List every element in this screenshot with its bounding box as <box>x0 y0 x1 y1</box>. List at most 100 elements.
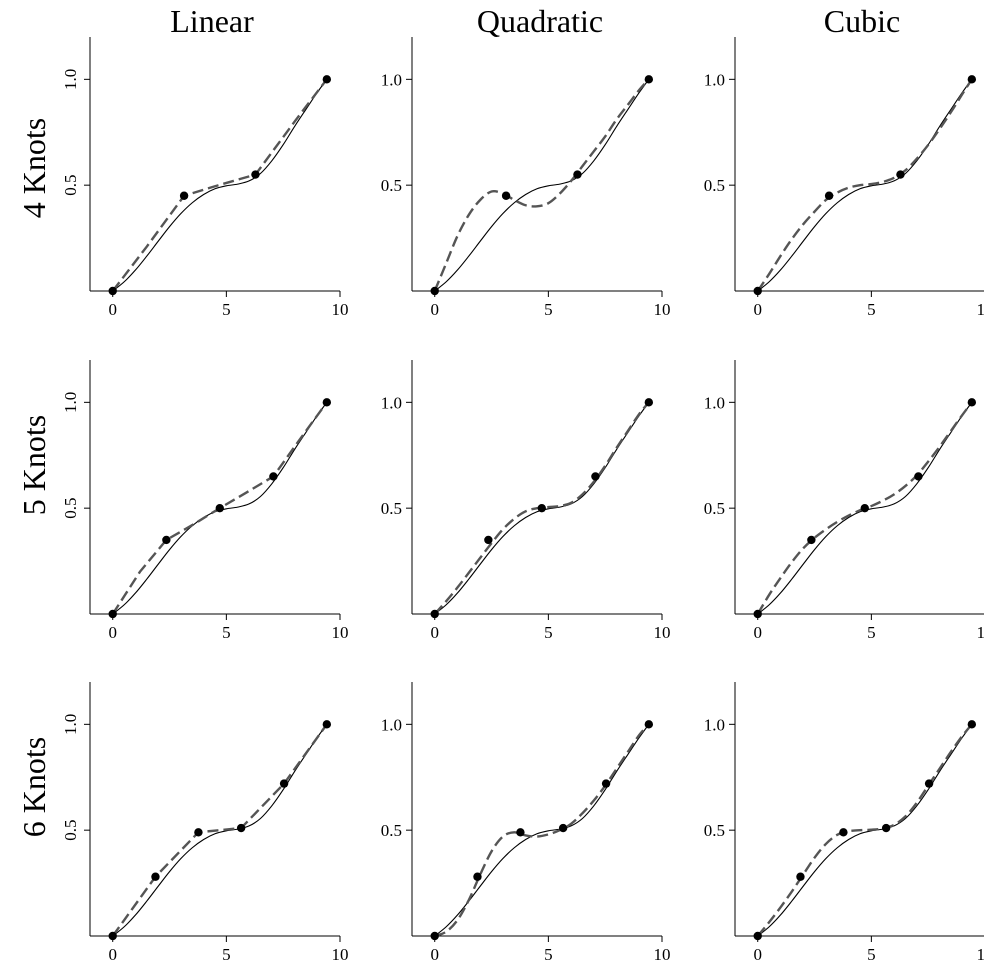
y-tick-label: 0.5 <box>61 820 80 841</box>
knot-point <box>179 191 189 200</box>
y-tick-label: 0.5 <box>61 498 80 519</box>
chart-panels: 0 5 10 0.5 1.0 0 5 10 0.5 1.0 0 5 10 0.5 1.0 0 5 10 0.5 1.0… <box>61 37 984 963</box>
column-title-cubic: Cubic <box>824 3 900 39</box>
spline-fit-line <box>111 78 328 292</box>
panel-5-knots-cubic: 0 5 10 0.5 1.0 <box>704 360 984 642</box>
knot-point <box>279 779 289 788</box>
true-function-line <box>112 79 328 292</box>
knot-point <box>322 720 332 729</box>
x-tick-label: 0 <box>108 945 117 963</box>
spline-fit-line <box>433 401 650 615</box>
x-tick-label: 0 <box>108 300 117 319</box>
x-tick-label: 0 <box>430 300 439 319</box>
knot-point <box>501 191 511 200</box>
y-tick-label: 1.0 <box>704 393 725 412</box>
x-tick-label: 10 <box>332 623 349 642</box>
knot-point <box>967 398 977 407</box>
knot-point <box>881 823 891 833</box>
true-function-line <box>757 79 973 292</box>
knot-point <box>558 823 568 833</box>
knot-point <box>807 535 816 545</box>
knot-point <box>644 75 654 84</box>
true-function-line <box>434 724 650 937</box>
knot-point <box>601 779 611 788</box>
y-tick-label: 0.5 <box>381 176 402 195</box>
knot-point <box>430 931 439 941</box>
row-title-6-knots: 6 Knots <box>16 737 52 837</box>
column-title-linear: Linear <box>170 3 254 39</box>
knot-point <box>753 286 762 296</box>
x-tick-label: 10 <box>977 945 984 963</box>
knot-point <box>824 191 834 200</box>
y-tick-label: 0.5 <box>704 821 725 840</box>
knot-point <box>753 931 762 941</box>
x-tick-label: 10 <box>654 945 671 963</box>
knot-point <box>644 720 654 729</box>
knot-point <box>967 75 977 84</box>
x-tick-label: 5 <box>867 300 876 319</box>
y-tick-label: 0.5 <box>704 176 725 195</box>
panel-5-knots-linear: 0 5 10 0.5 1.0 <box>61 360 349 642</box>
y-tick-label: 1.0 <box>61 69 80 90</box>
row-title-4-knots: 4 Knots <box>16 118 52 218</box>
panel-4-knots-quadratic: 0 5 10 0.5 1.0 <box>381 37 671 319</box>
panel-6-knots-quadratic: 0 5 10 0.5 1.0 <box>381 682 671 963</box>
knot-point <box>108 286 117 296</box>
knot-point <box>322 398 332 407</box>
x-tick-label: 10 <box>654 623 671 642</box>
x-tick-label: 5 <box>544 300 553 319</box>
x-tick-label: 0 <box>753 945 762 963</box>
y-tick-label: 0.5 <box>61 175 80 196</box>
knot-point <box>753 609 762 619</box>
spline-fit-line <box>756 723 973 937</box>
panel-4-knots-linear: 0 5 10 0.5 1.0 <box>61 37 349 319</box>
y-tick-label: 1.0 <box>381 393 402 412</box>
knot-point <box>473 872 482 881</box>
x-tick-label: 0 <box>108 623 117 642</box>
knot-point <box>644 398 654 407</box>
spline-fit-line <box>434 723 650 938</box>
knot-point <box>194 828 203 837</box>
y-tick-label: 1.0 <box>61 392 80 413</box>
knot-point <box>151 872 160 881</box>
knot-point <box>967 720 977 729</box>
x-tick-label: 0 <box>753 623 762 642</box>
knot-point <box>573 170 582 179</box>
panel-4-knots-cubic: 0 5 10 0.5 1.0 <box>704 37 984 319</box>
spline-fit-line <box>433 78 650 292</box>
x-tick-label: 5 <box>222 945 231 963</box>
x-tick-label: 10 <box>977 300 984 319</box>
panel-6-knots-cubic: 0 5 10 0.5 1.0 <box>704 682 984 963</box>
y-tick-label: 1.0 <box>61 714 80 735</box>
x-tick-label: 10 <box>332 300 349 319</box>
knot-point <box>251 170 260 179</box>
x-tick-label: 5 <box>222 623 231 642</box>
knot-point <box>108 609 117 619</box>
y-tick-label: 1.0 <box>381 715 402 734</box>
x-tick-label: 5 <box>867 623 876 642</box>
knot-point <box>108 931 117 941</box>
knot-point <box>236 823 246 833</box>
true-function-line <box>434 79 650 292</box>
knot-point <box>430 609 439 619</box>
x-tick-label: 5 <box>544 623 553 642</box>
y-tick-label: 0.5 <box>704 499 725 518</box>
y-tick-label: 0.5 <box>381 821 402 840</box>
y-tick-label: 1.0 <box>381 70 402 89</box>
x-tick-label: 0 <box>430 945 439 963</box>
x-tick-label: 5 <box>222 300 231 319</box>
panel-5-knots-quadratic: 0 5 10 0.5 1.0 <box>381 360 671 642</box>
x-tick-label: 10 <box>654 300 671 319</box>
knot-point <box>796 872 805 881</box>
x-tick-label: 5 <box>867 945 876 963</box>
knot-point <box>430 286 439 296</box>
knot-point <box>322 75 332 84</box>
knot-point <box>162 535 171 545</box>
knot-point <box>215 503 224 513</box>
y-tick-label: 0.5 <box>381 499 402 518</box>
knot-point <box>591 472 600 481</box>
row-title-5-knots: 5 Knots <box>16 415 52 515</box>
knot-point <box>269 472 278 481</box>
knot-point <box>924 779 934 788</box>
